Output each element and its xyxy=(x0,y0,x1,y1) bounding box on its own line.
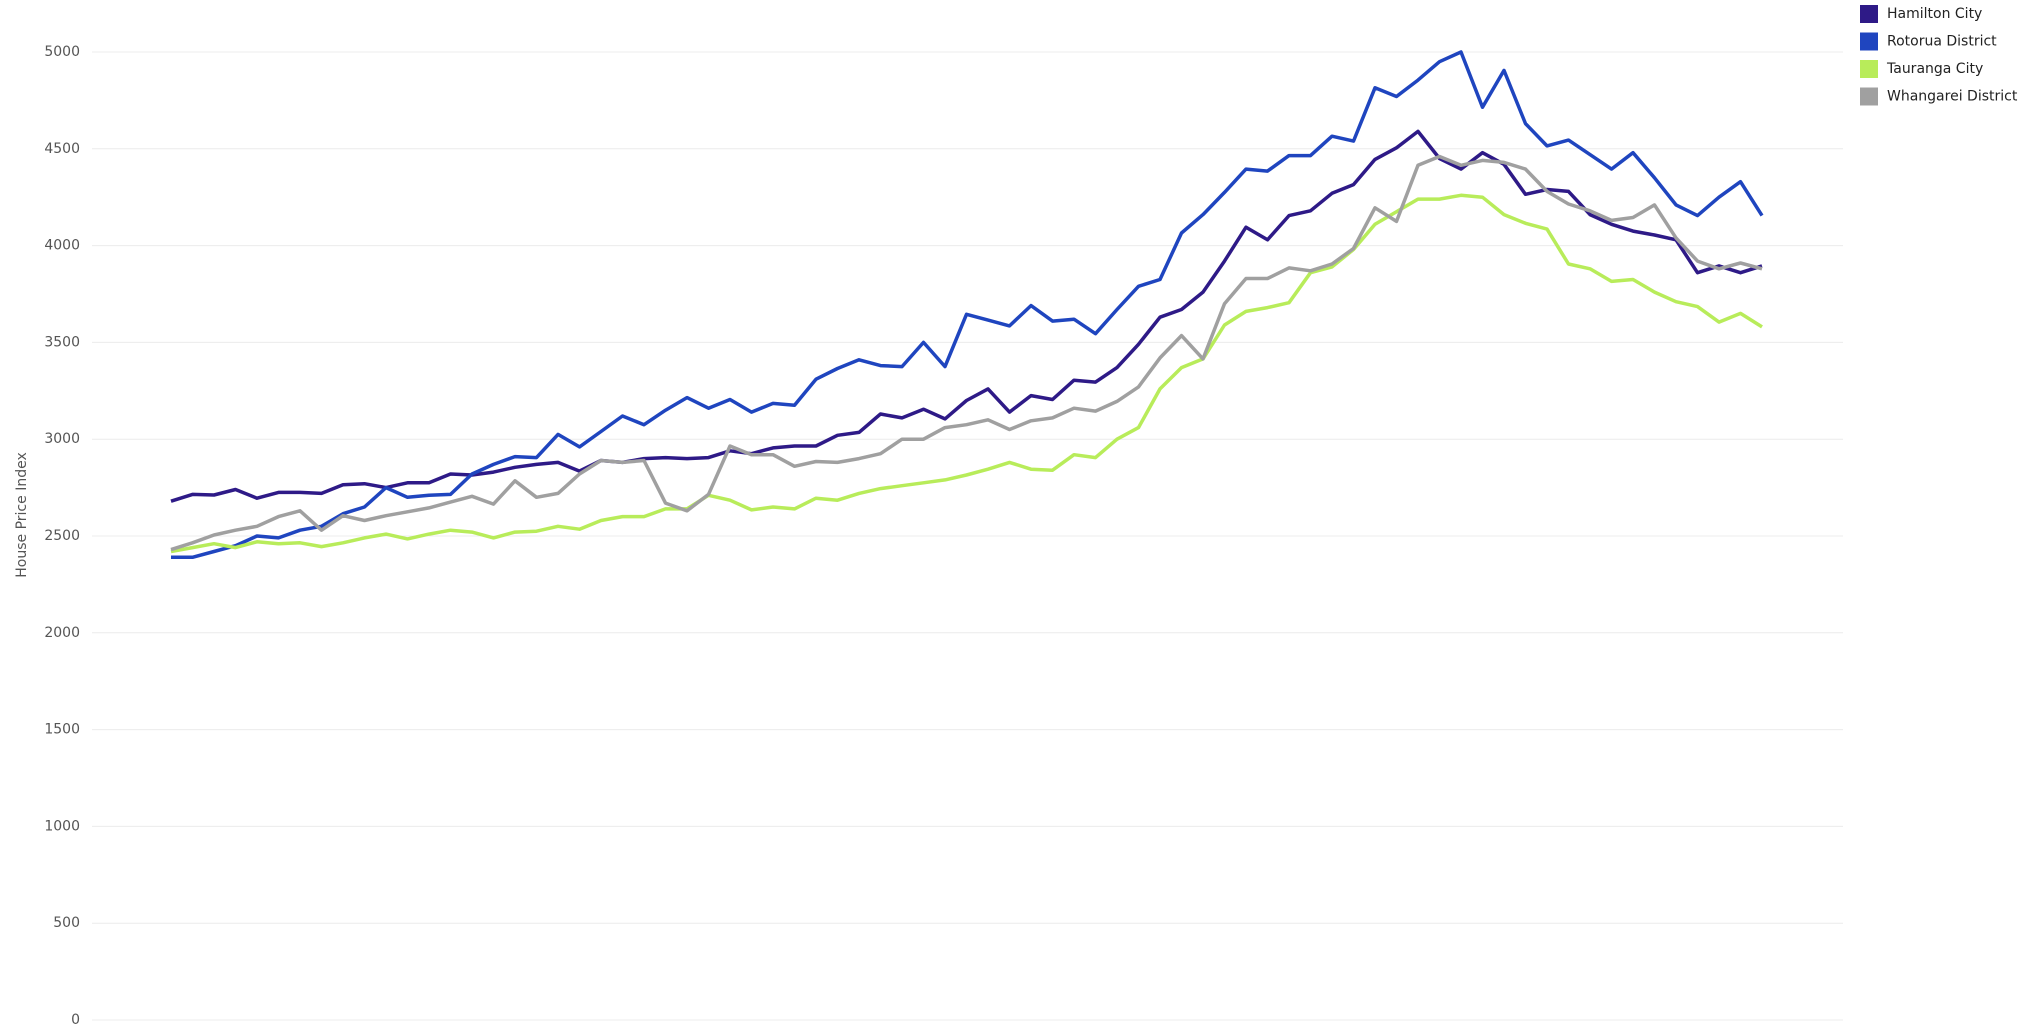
y-tick-label: 5000 xyxy=(44,44,80,60)
series-line xyxy=(171,50,1764,560)
y-tick-label: 2500 xyxy=(44,528,80,544)
y-tick-label: 500 xyxy=(53,915,80,931)
legend-swatch xyxy=(1860,87,1878,106)
y-tick-label: 0 xyxy=(71,1012,80,1024)
legend-swatch xyxy=(1860,60,1878,78)
y-tick-label: 1000 xyxy=(44,818,80,834)
y-tick-label: 1500 xyxy=(44,722,80,738)
legend-swatch xyxy=(1860,32,1878,51)
series-line xyxy=(170,154,1763,552)
y-tick-label: 4500 xyxy=(44,141,80,157)
y-tick-label: 3000 xyxy=(44,431,80,447)
y-axis-label: House Price Index xyxy=(14,452,30,577)
legend: Hamilton City Rotorua District Tauranga Ci… xyxy=(1860,5,2018,106)
legend-label: Whangarei District xyxy=(1887,89,2018,105)
legend-label: Rotorua District xyxy=(1887,34,1997,50)
y-tick-label: 4000 xyxy=(44,238,80,254)
series-line xyxy=(170,193,1763,554)
legend-label: Tauranga City xyxy=(1886,61,1983,77)
legend-label: Hamilton City xyxy=(1887,6,1982,22)
y-tick-label: 3500 xyxy=(44,334,80,350)
legend-swatch xyxy=(1860,5,1878,23)
y-tick-label: 2000 xyxy=(44,625,80,641)
